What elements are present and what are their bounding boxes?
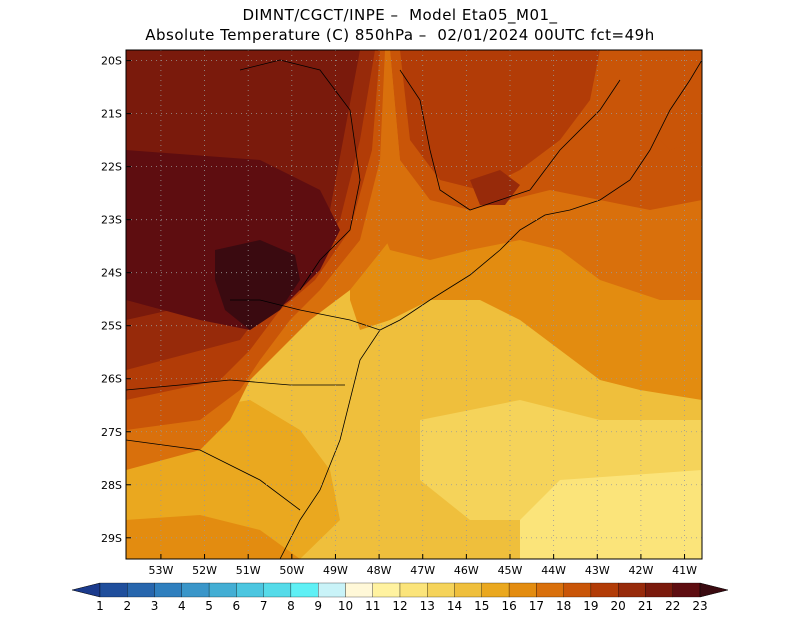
colorbar-label: 18	[556, 599, 571, 613]
lon-tick-label: 53W	[148, 564, 173, 577]
colorbar-low-arrow	[71, 582, 101, 598]
colorbar-swatch	[236, 582, 264, 598]
colorbar-label: 4	[178, 599, 186, 613]
colorbar-swatch	[590, 582, 619, 598]
borders	[126, 59, 702, 559]
colorbar-swatch	[372, 582, 401, 598]
lon-tick-label: 46W	[454, 564, 479, 577]
colorbar-swatch	[127, 582, 155, 598]
colorbar-label: 14	[447, 599, 462, 613]
lat-tick-label: 24S	[101, 267, 122, 280]
colorbar-swatch	[345, 582, 373, 598]
lon-tick-label: 44W	[541, 564, 566, 577]
colorbar-label: 11	[365, 599, 380, 613]
lon-tick-label: 42W	[628, 564, 653, 577]
map-frame	[125, 49, 703, 560]
lat-tick-label: 28S	[101, 479, 122, 492]
lat-tick-label: 29S	[101, 532, 122, 545]
lon-tick-label: 52W	[192, 564, 217, 577]
colorbar-swatch	[290, 582, 319, 598]
lon-tick-label: 45W	[498, 564, 523, 577]
colorbar-label: 6	[233, 599, 241, 613]
colorbar-swatch	[208, 582, 237, 598]
colorbar-high-arrow	[699, 582, 729, 598]
colorbar-swatch	[181, 582, 210, 598]
colorbar-label: 1	[96, 599, 104, 613]
lat-tick-label: 23S	[101, 214, 122, 227]
lat-tick-label: 21S	[101, 108, 122, 121]
colorbar-swatch	[618, 582, 646, 598]
lon-axis: 53W 52W 51W 50W 49W 48W 47W 46W 45W 44W 43W 42W 41W	[148, 554, 697, 577]
colorbar-label: 22	[665, 599, 680, 613]
colorbar-label: 13	[420, 599, 435, 613]
graticule	[126, 50, 702, 559]
lat-tick-label: 20S	[101, 55, 122, 68]
lon-tick-label: 50W	[279, 564, 304, 577]
lon-tick-label: 47W	[410, 564, 435, 577]
lat-axis: 20S 21S 22S 23S 24S 25S 26S 27S 28S 29S	[101, 55, 131, 545]
colorbar-label: 3	[151, 599, 159, 613]
colorbar-label: 12	[392, 599, 407, 613]
colorbar-swatch	[427, 582, 455, 598]
lon-tick-label: 41W	[672, 564, 697, 577]
colorbar-label: 9	[314, 599, 322, 613]
map-title: DIMNT/CGCT/INPE – Model Eta05_M01_	[242, 6, 558, 24]
colorbar-swatch	[454, 582, 482, 598]
colorbar-label: 19	[583, 599, 598, 613]
colorbar-label: 15	[474, 599, 489, 613]
map-subtitle: Absolute Temperature (C) 850hPa – 02/01/…	[145, 26, 655, 44]
colorbar-label: 2	[123, 599, 131, 613]
colorbar-label: 10	[338, 599, 353, 613]
colorbar-swatch	[645, 582, 673, 598]
colorbar-label: 8	[287, 599, 295, 613]
colorbar-swatch	[508, 582, 537, 598]
colorbar-swatch	[154, 582, 182, 598]
colorbar-label: 17	[529, 599, 544, 613]
colorbar-swatch	[263, 582, 292, 598]
lat-tick-label: 25S	[101, 320, 122, 333]
colorbar-swatch	[563, 582, 592, 598]
lon-tick-label: 43W	[585, 564, 610, 577]
lat-tick-label: 26S	[101, 373, 122, 386]
colorbar-swatch	[672, 582, 701, 598]
lat-tick-label: 22S	[101, 161, 122, 174]
colorbar-swatch	[99, 582, 128, 598]
colorbar-swatch	[481, 582, 510, 598]
colorbar-swatch	[318, 582, 346, 598]
colorbar: 1 2 3 4 5 6 7 8 9 10 11 12 13 14 15 16 17 18 19 20 21 22 23	[71, 582, 729, 613]
colorbar-swatch	[399, 582, 428, 598]
colorbar-swatch	[536, 582, 564, 598]
colorbar-label: 20	[611, 599, 626, 613]
colorbar-label: 21	[638, 599, 653, 613]
colorbar-label: 16	[501, 599, 516, 613]
lat-tick-label: 27S	[101, 426, 122, 439]
colorbar-label: 7	[260, 599, 268, 613]
colorbar-label: 5	[205, 599, 213, 613]
lon-tick-label: 48W	[367, 564, 392, 577]
lon-tick-label: 51W	[236, 564, 261, 577]
temperature-field	[126, 50, 702, 559]
colorbar-label: 23	[692, 599, 707, 613]
lon-tick-label: 49W	[323, 564, 348, 577]
